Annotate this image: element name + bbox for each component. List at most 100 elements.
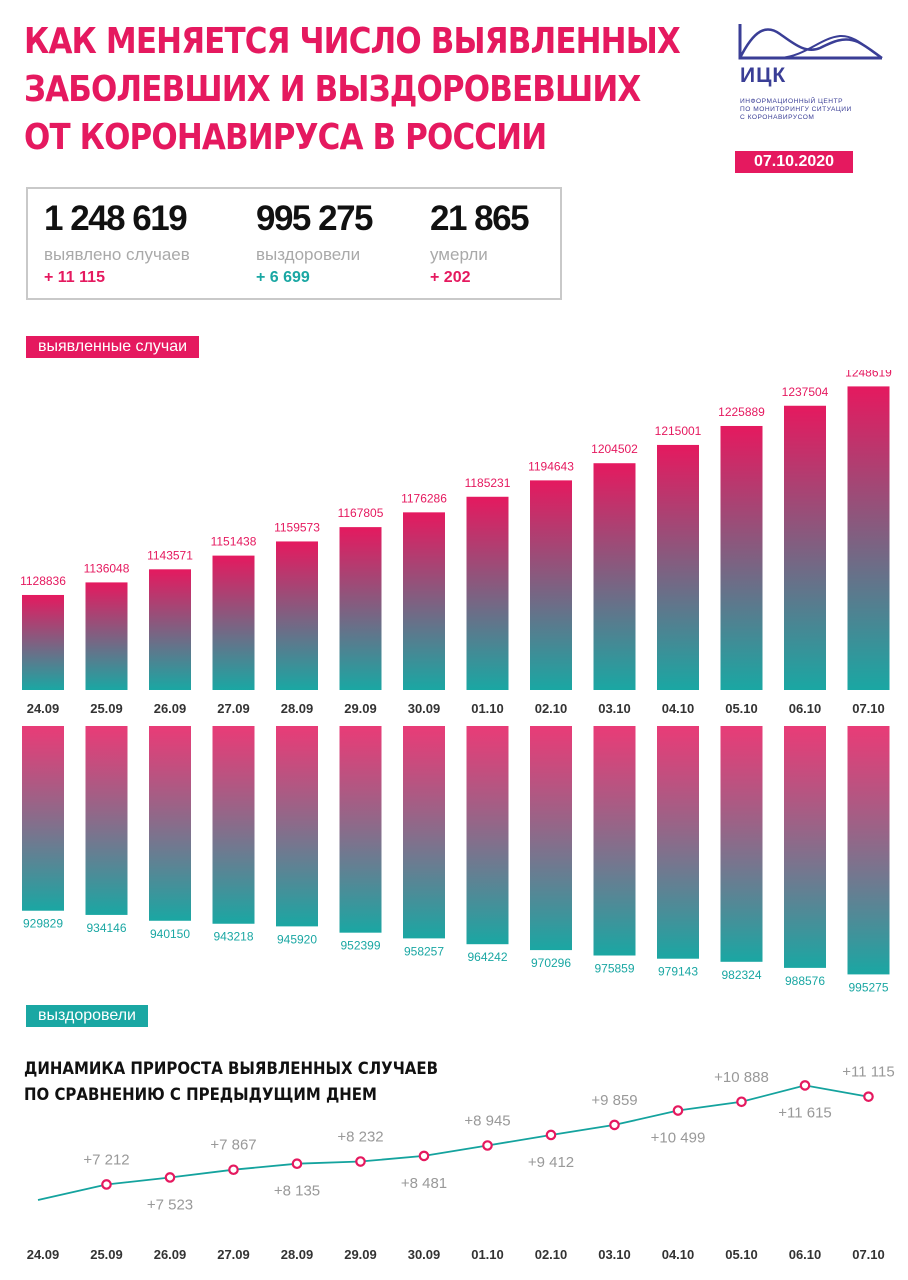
recovered-bar — [149, 726, 191, 921]
cases-value-label: 1167805 — [338, 506, 384, 520]
recovered-value-label: 975859 — [594, 962, 634, 976]
cases-value-label: 1159573 — [274, 520, 320, 534]
cases-value-label: 1143571 — [147, 548, 193, 562]
cases-bar — [149, 569, 191, 690]
line-value-label: +8 232 — [337, 1129, 383, 1146]
line-value-label: +9 859 — [591, 1092, 637, 1109]
line-value-label: +8 945 — [464, 1112, 510, 1129]
recovered-bar — [784, 726, 826, 968]
logo-name: ИЦК — [740, 64, 787, 87]
cases-category-label: 07.10 — [852, 701, 885, 716]
line-point — [291, 1158, 303, 1170]
stat-cases-value: 1 248 619 — [44, 199, 188, 238]
stat-deaths-value: 21 865 — [430, 199, 530, 238]
cases-value-label: 1225889 — [718, 405, 765, 419]
line-value-label: +8 481 — [401, 1175, 447, 1192]
cases-bar — [403, 512, 445, 690]
summary-box: 1 248 619 выявлено случаев + 11 115 995 … — [26, 187, 562, 300]
recovered-bar — [657, 726, 699, 959]
recovered-bar — [593, 726, 636, 956]
cases-category-label: 26.09 — [154, 701, 187, 716]
recovered-bar — [85, 726, 128, 915]
recovered-value-label: 988576 — [785, 974, 825, 988]
cases-value-label: 1185231 — [465, 476, 511, 490]
recovered-bar — [403, 726, 445, 939]
line-value-label: +7 867 — [210, 1137, 256, 1154]
recovered-bar — [212, 726, 255, 924]
line-point — [228, 1164, 239, 1176]
recovered-value-label: 979143 — [658, 965, 698, 979]
cases-value-label: 1215001 — [655, 424, 702, 438]
line-value-label: +9 412 — [528, 1154, 574, 1171]
cases-bar — [22, 594, 64, 690]
line-value-label: +11 615 — [778, 1104, 832, 1121]
stat-cases: 1 248 619 выявлено случаев + 11 115 — [44, 201, 190, 287]
line-category-label: 05.10 — [725, 1247, 758, 1262]
line-point — [418, 1150, 430, 1162]
cases-category-label: 25.09 — [90, 701, 123, 716]
cases-category-label: 24.09 — [27, 701, 60, 716]
page-title: КАК МЕНЯЕТСЯ ЧИСЛО ВЫЯВЛЕННЫХ ЗАБОЛЕВШИХ… — [24, 18, 681, 162]
line-value-label: +7 212 — [83, 1151, 129, 1168]
cases-value-label: 1237504 — [782, 385, 829, 399]
line-point — [545, 1129, 557, 1141]
cases-category-label: 03.10 — [598, 701, 631, 716]
cases-category-label: 02.10 — [535, 701, 568, 716]
logo-subtitle: ИНФОРМАЦИОННЫЙ ЦЕНТР ПО МОНИТОРИНГУ СИТУ… — [740, 98, 890, 122]
cases-bar — [720, 425, 763, 690]
cases-value-label: 1194643 — [528, 459, 574, 473]
growth-line — [37, 1084, 869, 1201]
recovered-bar — [276, 726, 318, 927]
cases-bar — [276, 541, 318, 690]
line-category-label: 02.10 — [535, 1247, 568, 1262]
date-badge: 07.10.2020 — [735, 151, 853, 173]
line-point — [609, 1119, 620, 1131]
stat-recovered: 995 275 выздоровели + 6 699 — [256, 199, 374, 287]
stat-cases-delta: + 11 115 — [44, 269, 105, 286]
stat-recovered-delta: + 6 699 — [256, 269, 310, 286]
line-category-label: 07.10 — [852, 1247, 885, 1262]
line-point — [736, 1096, 747, 1108]
line-category-label: 24.09 — [27, 1247, 60, 1262]
cases-bar — [847, 386, 890, 690]
cases-bar — [784, 405, 826, 690]
growth-line-chart: 24.09 25.09 +7 212 26.09 +7 523 27.09 +7 867 28… — [27, 1064, 895, 1262]
cases-category-label: 28.09 — [281, 701, 314, 716]
stat-deaths-label: умерли — [430, 245, 488, 264]
recovered-bar — [339, 726, 382, 933]
recovered-value-label: 970296 — [531, 956, 571, 970]
stat-recovered-value: 995 275 — [256, 199, 374, 238]
recovered-bar — [720, 726, 763, 962]
title-line: ЗАБОЛЕВШИХ И ВЫЗДОРОВЕВШИХ — [24, 69, 641, 110]
line-category-label: 04.10 — [662, 1247, 695, 1262]
line-point — [164, 1172, 176, 1183]
cases-bar — [657, 444, 699, 690]
logo-subtitle-line: ПО МОНИТОРИНГУ СИТУАЦИИ — [740, 106, 852, 113]
line-point — [482, 1140, 493, 1151]
line-category-label: 30.09 — [408, 1247, 441, 1262]
title-line: КАК МЕНЯЕТСЯ ЧИСЛО ВЫЯВЛЕННЫХ — [24, 21, 681, 62]
line-chart-title: ДИНАМИКА ПРИРОСТА ВЫЯВЛЕННЫХ СЛУЧАЕВ ПО … — [24, 1056, 438, 1108]
line-category-label: 28.09 — [281, 1247, 314, 1262]
line-chart-title-line: ПО СРАВНЕНИЮ С ПРЕДЫДУЩИМ ДНЕМ — [24, 1085, 377, 1105]
cases-bar — [530, 480, 572, 690]
recovered-bar — [847, 726, 890, 975]
recovered-value-label: 982324 — [721, 968, 761, 982]
cases-bar — [339, 527, 382, 690]
cases-bar — [466, 496, 509, 690]
line-category-label: 27.09 — [217, 1247, 250, 1262]
cases-value-label: 1151438 — [211, 535, 257, 549]
line-point — [799, 1080, 811, 1091]
line-chart-title-line: ДИНАМИКА ПРИРОСТА ВЫЯВЛЕННЫХ СЛУЧАЕВ — [24, 1059, 439, 1079]
line-category-label: 06.10 — [789, 1247, 822, 1262]
line-category-label: 26.09 — [154, 1247, 187, 1262]
line-point — [863, 1091, 874, 1102]
cases-value-label: 1176286 — [401, 491, 447, 505]
cases-category-label: 06.10 — [789, 701, 822, 716]
recovered-value-label: 934146 — [86, 921, 126, 935]
cases-chart-label: выявленные случаи — [26, 336, 200, 358]
recovered-value-label: 952399 — [340, 939, 380, 953]
recovered-bar — [466, 726, 509, 945]
logo-subtitle-line: ИНФОРМАЦИОННЫЙ ЦЕНТР — [740, 98, 843, 105]
recovered-chart-label: выздоровели — [26, 1005, 148, 1027]
